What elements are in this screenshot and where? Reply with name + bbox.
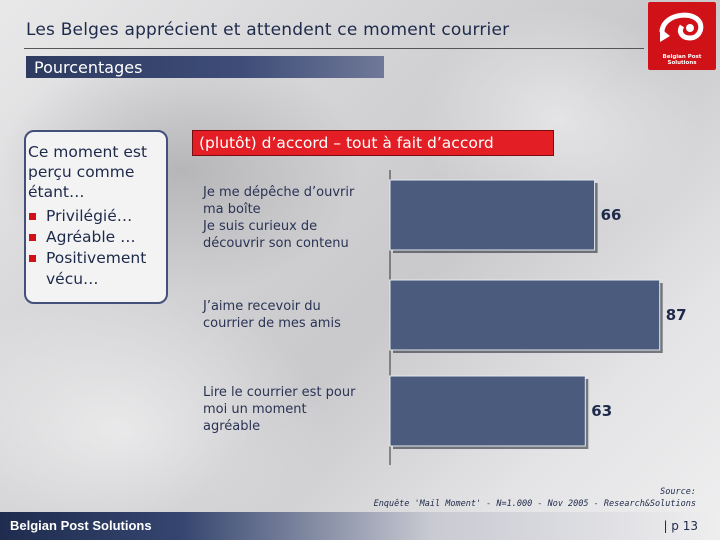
category-label-line: Je suis curieux de xyxy=(203,219,318,234)
bullet-text: Positivement vécu… xyxy=(46,249,147,288)
footer-bar xyxy=(0,512,720,540)
bar xyxy=(389,179,596,251)
bullet-item: Positivement vécu… xyxy=(28,248,176,290)
source-note: Source: Enquête 'Mail Moment' - N=1.000 … xyxy=(374,486,696,510)
left-panel xyxy=(24,130,168,304)
belgian-post-logo: Belgian Post Solutions xyxy=(648,2,716,70)
post-horn-icon xyxy=(659,12,704,42)
title-divider xyxy=(24,48,644,49)
data-label: 63 xyxy=(591,402,612,420)
bullet-square-icon xyxy=(29,255,36,262)
category-label-line: Je me dépêche d’ouvrir xyxy=(203,185,355,200)
data-label: 87 xyxy=(666,306,687,324)
bullet-item: Agréable … xyxy=(28,227,176,248)
chart-header: (plutôt) d’accord – tout à fait d’accord xyxy=(192,130,554,156)
bullet-square-icon xyxy=(29,213,36,220)
source-label: Source: xyxy=(660,487,696,497)
category-label-line: découvrir son contenu xyxy=(203,236,349,251)
category-label-line: courrier de mes amis xyxy=(203,316,341,331)
category-label-line: J’aime recevoir du xyxy=(203,299,321,314)
category-label-line: Lire le courrier est pour xyxy=(203,385,356,400)
bullet-list: Privilégié… Agréable … Positivement vécu… xyxy=(28,206,176,290)
source-text: Enquête 'Mail Moment' - N=1.000 - Nov 20… xyxy=(373,499,696,509)
category-label: Lire le courrier est pour moi un moment ag… xyxy=(203,384,355,435)
footer-brand: Belgian Post Solutions xyxy=(10,518,152,533)
bar xyxy=(389,279,661,351)
bullet-text: Privilégié… xyxy=(46,207,133,225)
bullet-square-icon xyxy=(29,234,36,241)
page-subtitle: Pourcentages xyxy=(34,58,143,77)
page-title: Les Belges apprécient et attendent ce mo… xyxy=(26,20,510,40)
category-label: Je me dépêche d’ouvrir ma boîte Je suis cu… xyxy=(203,184,354,252)
data-label: 66 xyxy=(601,206,622,224)
page-number: | p 13 xyxy=(663,519,698,533)
category-label-line: ma boîte xyxy=(203,202,261,217)
category-label: J’aime recevoir du courrier de mes amis xyxy=(203,298,341,332)
left-panel-heading: Ce moment est perçu comme étant… xyxy=(28,143,148,201)
bullet-text: Agréable … xyxy=(46,228,136,246)
category-label-line: agréable xyxy=(203,419,261,434)
chart-title: (plutôt) d’accord – tout à fait d’accord xyxy=(199,134,494,152)
bullet-item: Privilégié… xyxy=(28,206,176,227)
category-label-line: moi un moment xyxy=(203,402,307,417)
bar xyxy=(389,375,586,447)
logo-text: Belgian Post Solutions xyxy=(662,54,702,66)
bar-chart: 66 87 63 xyxy=(389,170,687,465)
subtitle-bar xyxy=(26,56,384,78)
